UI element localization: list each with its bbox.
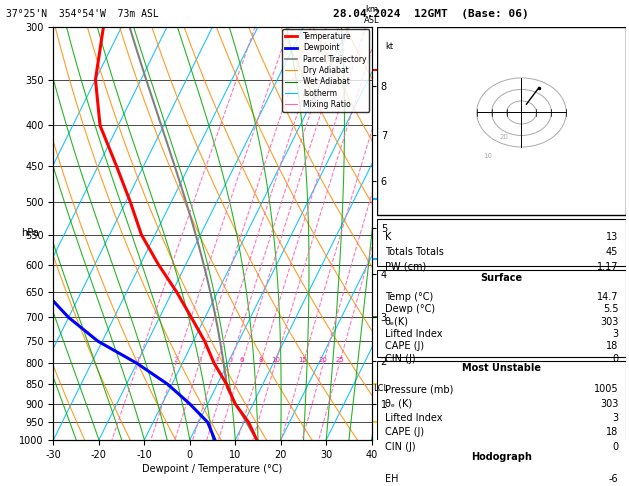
Text: km
ASL: km ASL [364,5,379,25]
Text: 3: 3 [197,357,202,363]
Text: 10: 10 [484,153,493,159]
Text: 1.17: 1.17 [597,262,618,272]
Text: 37°25'N  354°54'W  73m ASL: 37°25'N 354°54'W 73m ASL [6,9,159,18]
Text: Most Unstable: Most Unstable [462,364,541,373]
Text: 13: 13 [606,232,618,242]
Text: 303: 303 [600,399,618,409]
Text: kt: kt [385,42,393,52]
Text: 5: 5 [228,357,233,363]
Text: 6: 6 [240,357,244,363]
Bar [377,450,626,486]
X-axis label: Dewpoint / Temperature (°C): Dewpoint / Temperature (°C) [142,464,282,474]
Text: 20: 20 [499,134,508,140]
Text: 4: 4 [214,357,219,363]
Text: Surface: Surface [481,273,523,282]
Text: Totals Totals: Totals Totals [385,247,443,257]
Text: K: K [385,232,391,242]
Text: 28.04.2024  12GMT  (Base: 06): 28.04.2024 12GMT (Base: 06) [333,9,529,18]
Text: 45: 45 [606,247,618,257]
Text: Temp (°C): Temp (°C) [385,292,433,302]
Text: 20: 20 [319,357,328,363]
Text: 14.7: 14.7 [597,292,618,302]
Text: Hodograph: Hodograph [471,452,532,462]
Text: Lifted Index: Lifted Index [385,413,442,423]
Text: hPa: hPa [21,228,38,238]
Text: CAPE (J): CAPE (J) [385,427,424,437]
Text: 0: 0 [612,353,618,364]
Text: PW (cm): PW (cm) [385,262,426,272]
Text: 1005: 1005 [594,384,618,394]
Text: θₑ (K): θₑ (K) [385,399,412,409]
Text: CIN (J): CIN (J) [385,442,415,451]
Bar [377,270,626,357]
Text: 0: 0 [612,442,618,451]
Bar [377,219,626,266]
Text: 3: 3 [612,329,618,339]
Text: 18: 18 [606,427,618,437]
Text: 5.5: 5.5 [603,304,618,314]
Text: CAPE (J): CAPE (J) [385,341,424,351]
Text: 25: 25 [335,357,344,363]
Text: Pressure (mb): Pressure (mb) [385,384,453,394]
Text: CIN (J): CIN (J) [385,353,415,364]
Text: LCL: LCL [373,383,388,393]
Text: 18: 18 [606,341,618,351]
Text: Lifted Index: Lifted Index [385,329,442,339]
Text: 2: 2 [174,357,178,363]
Text: 15: 15 [299,357,308,363]
Text: θₑ(K): θₑ(K) [385,316,409,327]
Text: -6: -6 [609,473,618,484]
Text: 1: 1 [136,357,140,363]
Text: 303: 303 [600,316,618,327]
Text: 10: 10 [271,357,280,363]
Text: 8: 8 [259,357,263,363]
Text: 3: 3 [612,413,618,423]
Bar [377,27,626,215]
Bar [377,362,626,446]
Text: Dewp (°C): Dewp (°C) [385,304,435,314]
Legend: Temperature, Dewpoint, Parcel Trajectory, Dry Adiabat, Wet Adiabat, Isotherm, Mi: Temperature, Dewpoint, Parcel Trajectory… [282,29,369,112]
Text: EH: EH [385,473,398,484]
